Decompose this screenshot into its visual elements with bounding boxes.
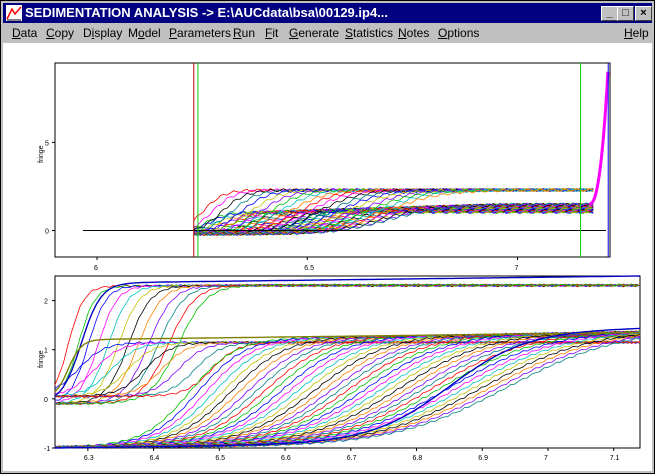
bottom-xtick-label: 7 <box>544 455 548 462</box>
top-ytick-label: 0 <box>45 229 49 236</box>
bottom-xtick-label: 6.5 <box>215 455 225 462</box>
plot-canvas: 6 6.5 7 0 5 fringe 6.3 6.4 6.5 6.6 6.7 6.8 6.9 7 7.1… <box>38 62 641 462</box>
bottom-plot-frame <box>54 275 641 449</box>
bottom-scan-line <box>54 335 641 449</box>
bottom-scan-line <box>54 333 641 449</box>
top-xtick-label: 7 <box>515 265 519 272</box>
bottom-xtick-label: 6.8 <box>413 455 423 462</box>
bottom-envelope-line <box>54 327 641 449</box>
top-xtick-label: 6.5 <box>304 265 314 272</box>
top-ylabel: fringe <box>38 145 45 163</box>
bottom-scan-line <box>54 333 641 449</box>
top-xtick-label: 6 <box>94 265 98 272</box>
app-icon <box>6 5 22 21</box>
menu-generate[interactable]: Generate <box>289 26 340 40</box>
bottom-scan-line <box>54 330 641 449</box>
bottom-plot-axis: 6.3 6.4 6.5 6.6 6.7 6.8 6.9 7 7.1 2 1 0 -1 <box>44 299 620 462</box>
minimize-icon: _ <box>606 7 613 19</box>
bottom-envelope-line <box>54 275 641 397</box>
menu-statistics[interactable]: Statistics <box>345 26 394 40</box>
top-base-spike <box>588 71 610 206</box>
bottom-ytick-label: -1 <box>44 446 50 453</box>
bottom-xtick-label: 6.4 <box>150 455 160 462</box>
maximize-icon: □ <box>622 7 629 19</box>
top-scan-line <box>193 188 594 236</box>
top-scan-line <box>193 202 594 236</box>
menu-parameters[interactable]: Parameters <box>169 26 232 40</box>
bottom-scan-line <box>54 334 641 449</box>
bottom-scan-line <box>54 333 641 449</box>
top-scan-line <box>193 202 594 236</box>
title-bar[interactable]: SEDIMENTATION ANALYSIS -> E:\AUCdata\bsa… <box>3 3 652 23</box>
top-plot-series <box>83 63 610 257</box>
bottom-ylabel: fringe <box>38 350 45 368</box>
plot-area: 6 6.5 7 0 5 fringe 6.3 6.4 6.5 6.6 6.7 6.8 6.9 7 7.1… <box>3 43 652 471</box>
menu-notes[interactable]: Notes <box>398 26 430 40</box>
close-icon: × <box>640 7 647 19</box>
menu-data[interactable]: Data <box>12 26 38 40</box>
bottom-scan-line <box>54 283 641 406</box>
bottom-xtick-label: 6.9 <box>478 455 488 462</box>
menu-options[interactable]: Options <box>438 26 480 40</box>
bottom-xtick-label: 6.3 <box>84 455 94 462</box>
menu-run[interactable]: Run <box>233 26 256 40</box>
bottom-xtick-label: 6.6 <box>281 455 291 462</box>
menu-copy[interactable]: Copy <box>46 26 75 40</box>
menu-display[interactable]: Display <box>83 26 123 40</box>
top-ytick-label: 5 <box>45 140 49 147</box>
bottom-scan-line <box>54 340 641 398</box>
maximize-button[interactable]: □ <box>617 6 634 21</box>
window-title: SEDIMENTATION ANALYSIS -> E:\AUCdata\bsa… <box>25 5 389 20</box>
bottom-scan-line <box>54 333 641 449</box>
bottom-ytick-label: 0 <box>44 397 48 404</box>
menu-fit[interactable]: Fit <box>265 26 279 40</box>
bottom-scan-line <box>54 330 641 449</box>
bottom-ytick-label: 1 <box>44 348 48 355</box>
bottom-scan-line <box>54 334 641 449</box>
top-plot-frame <box>54 62 611 258</box>
bottom-scan-line <box>54 334 641 449</box>
bottom-scan-line <box>54 330 641 449</box>
minimize-button[interactable]: _ <box>601 6 618 21</box>
top-plot-axis: 6 6.5 7 0 5 <box>45 140 519 272</box>
bottom-scan-line <box>54 336 641 449</box>
bottom-xtick-label: 6.7 <box>347 455 357 462</box>
bottom-xtick-label: 7.1 <box>610 455 620 462</box>
menu-bar: Data Copy Display Model Parameters Run F… <box>3 24 652 42</box>
menu-help[interactable]: Help <box>624 26 649 40</box>
bottom-envelope-line <box>54 331 641 393</box>
close-button[interactable]: × <box>635 6 652 21</box>
bottom-ytick-label: 2 <box>44 299 48 306</box>
bottom-scan-line <box>54 330 641 449</box>
bottom-scan-line <box>54 334 641 449</box>
bottom-plot-series <box>54 275 641 449</box>
menu-model[interactable]: Model <box>128 26 161 40</box>
